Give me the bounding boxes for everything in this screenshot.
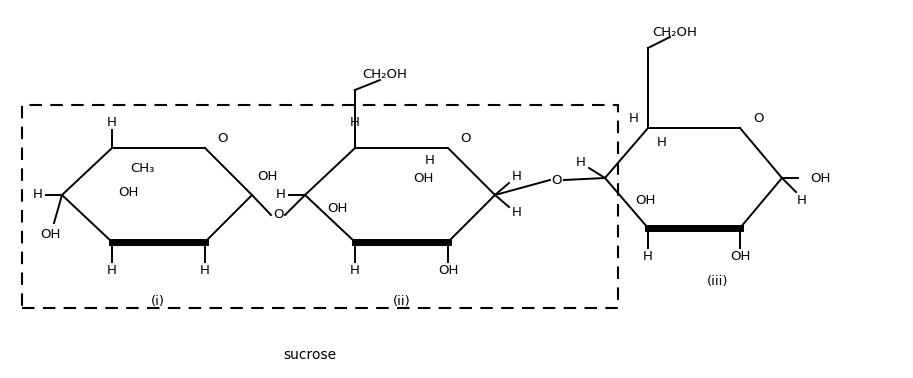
Text: OH: OH [413,172,433,184]
Text: H: H [512,206,522,220]
Text: CH₂OH: CH₂OH [653,25,698,39]
Text: O: O [551,174,562,186]
Text: O: O [752,112,763,124]
Text: H: H [350,263,360,276]
Text: (ii): (ii) [394,296,411,308]
Text: H: H [425,153,435,166]
Text: OH: OH [810,172,831,184]
Text: OH: OH [118,186,139,198]
Text: H: H [107,263,117,276]
Text: H: H [643,249,653,262]
Text: OH: OH [257,170,278,183]
Text: OH: OH [438,263,458,276]
Text: H: H [107,116,117,129]
Text: H: H [33,189,43,201]
Text: CH₂OH: CH₂OH [362,68,407,82]
Text: O: O [216,132,227,144]
Bar [22,105,618,308]
Text: (iii): (iii) [708,276,729,288]
Text: H: H [629,112,639,124]
Text: H: H [276,189,286,201]
Text: H: H [512,170,522,183]
Text: sucrose: sucrose [283,348,337,362]
Text: O: O [460,132,470,144]
Text: OH: OH [729,249,750,262]
Text: O: O [273,209,283,222]
Text: CH₃: CH₃ [130,161,154,175]
Text: H: H [797,194,807,206]
Text: H: H [350,116,360,129]
Text: H: H [200,263,210,276]
Text: H: H [576,155,586,169]
Text: H: H [657,135,666,149]
Text: OH: OH [327,203,347,215]
Text: OH: OH [635,194,656,206]
Text: OH: OH [40,228,60,242]
Text: (i): (i) [151,296,165,308]
